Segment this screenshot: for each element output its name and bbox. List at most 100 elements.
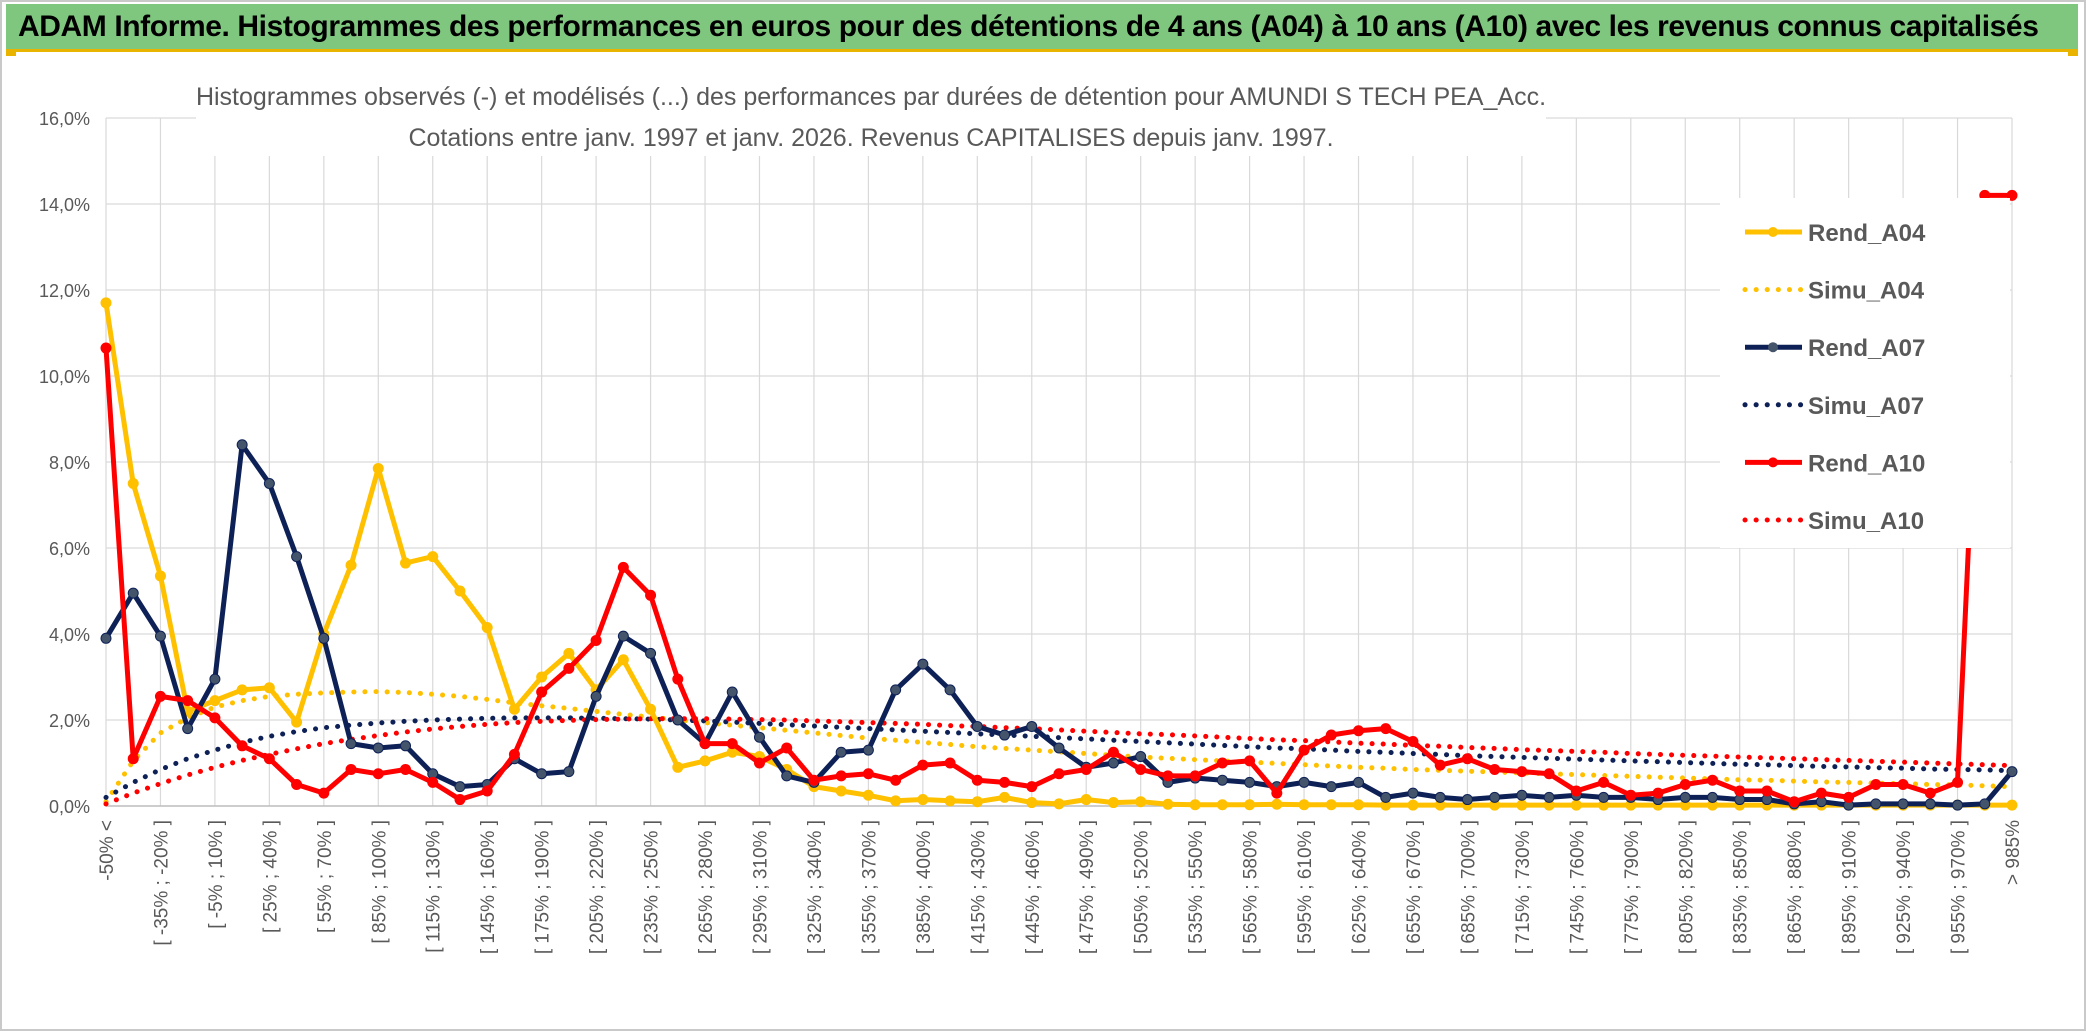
data-point [1952, 776, 1964, 788]
data-point [1815, 787, 1827, 799]
data-point [263, 478, 275, 489]
x-tick-label: [ 445% ; 460% ] [1023, 820, 1044, 954]
chart-title-background [196, 76, 1546, 156]
data-point [753, 757, 765, 769]
legend-label: Rend_A10 [1808, 450, 1925, 477]
data-point [781, 742, 793, 754]
data-point [1353, 776, 1365, 788]
data-point [1271, 798, 1283, 810]
data-point [291, 716, 303, 728]
data-point [1244, 776, 1256, 788]
data-point [236, 740, 248, 752]
data-point [508, 748, 520, 760]
x-tick-label: [ 745% ; 760% ] [1567, 820, 1588, 954]
data-point [263, 682, 275, 694]
legend-label: Simu_A04 [1808, 278, 1925, 305]
legend-item-simu-a04: Simu_A04 [1742, 278, 1925, 305]
x-tick-label: [ -5% ; 10% ] [206, 820, 227, 929]
data-point [672, 761, 684, 773]
data-point [862, 789, 874, 801]
data-point [890, 774, 902, 786]
data-point [345, 559, 357, 571]
data-point [645, 589, 657, 601]
x-tick-label: [ 715% ; 730% ] [1513, 820, 1534, 954]
y-tick-label: 14,0% [39, 195, 90, 215]
data-point [1216, 774, 1228, 786]
x-tick-label: [ 535% ; 550% ] [1186, 820, 1207, 954]
data-point [1135, 796, 1147, 808]
data-point [100, 297, 112, 309]
data-point [944, 684, 956, 696]
data-point [672, 673, 684, 685]
data-point [1434, 791, 1446, 803]
data-point [617, 561, 629, 573]
data-point [318, 787, 330, 799]
data-point [2006, 766, 2018, 778]
data-point [781, 770, 793, 782]
y-tick-label: 0,0% [49, 797, 90, 817]
data-point [1407, 787, 1419, 799]
x-tick-label: [ 865% ; 880% ] [1785, 820, 1806, 954]
x-tick-label: [ 805% ; 820% ] [1676, 820, 1697, 954]
data-point [1706, 774, 1718, 786]
data-point [1189, 770, 1201, 782]
data-point [291, 551, 303, 563]
x-tick-label: [ 415% ; 430% ] [968, 820, 989, 954]
x-tick-label: [ 85% ; 100% ] [369, 820, 390, 944]
data-point [1216, 799, 1228, 811]
data-point [345, 738, 357, 750]
data-point [1325, 729, 1337, 741]
data-point [1489, 763, 1501, 775]
x-tick-label: [ 925% ; 940% ] [1894, 820, 1915, 954]
data-point [427, 551, 439, 563]
x-tick-label: [ 895% ; 910% ] [1840, 820, 1861, 954]
data-point [1325, 799, 1337, 811]
data-point [1897, 779, 1909, 790]
data-point [481, 622, 493, 634]
data-point [1788, 796, 1800, 808]
data-point [1080, 763, 1092, 775]
data-point [427, 776, 439, 788]
series-line [103, 715, 2015, 800]
data-point [100, 632, 112, 644]
data-point [182, 695, 194, 707]
grid-lines [105, 117, 2013, 807]
data-point [1434, 759, 1446, 771]
data-point [835, 785, 847, 797]
data-point [1761, 785, 1773, 797]
data-point [1107, 757, 1119, 769]
data-point [454, 781, 466, 793]
series-line [103, 716, 2015, 807]
data-point [1298, 744, 1310, 756]
x-tick-label: [ 475% ; 490% ] [1077, 820, 1098, 954]
data-point [1979, 798, 1991, 810]
data-point [318, 632, 330, 644]
data-point [1570, 785, 1582, 797]
data-point [917, 658, 929, 670]
x-tick-label: [ 355% ; 370% ] [859, 820, 880, 954]
data-point [372, 768, 384, 780]
data-point [400, 557, 412, 569]
data-point [454, 794, 466, 806]
data-point [1107, 746, 1119, 758]
x-tick-label: [ 115% ; 130% ] [424, 820, 445, 953]
data-point [1380, 723, 1392, 735]
data-point [1271, 787, 1283, 799]
data-point [1870, 779, 1882, 790]
data-point [1325, 781, 1337, 793]
legend-label: Rend_A07 [1808, 335, 1925, 362]
x-tick-label: [ 265% ; 280% ] [696, 820, 717, 954]
data-point [1516, 766, 1528, 778]
data-point [1625, 789, 1637, 801]
data-point [1543, 791, 1555, 803]
data-point [2006, 799, 2018, 811]
data-point [1652, 787, 1664, 799]
data-point [1516, 799, 1528, 811]
x-tick-label: [ 175% ; 190% ] [533, 820, 554, 954]
data-point [372, 742, 384, 754]
data-point [100, 342, 112, 354]
x-tick-label: [ -35% ; -20% ] [151, 820, 172, 946]
legend-marker [1768, 342, 1778, 353]
data-point [209, 695, 221, 707]
legend-label: Rend_A04 [1808, 220, 1926, 247]
